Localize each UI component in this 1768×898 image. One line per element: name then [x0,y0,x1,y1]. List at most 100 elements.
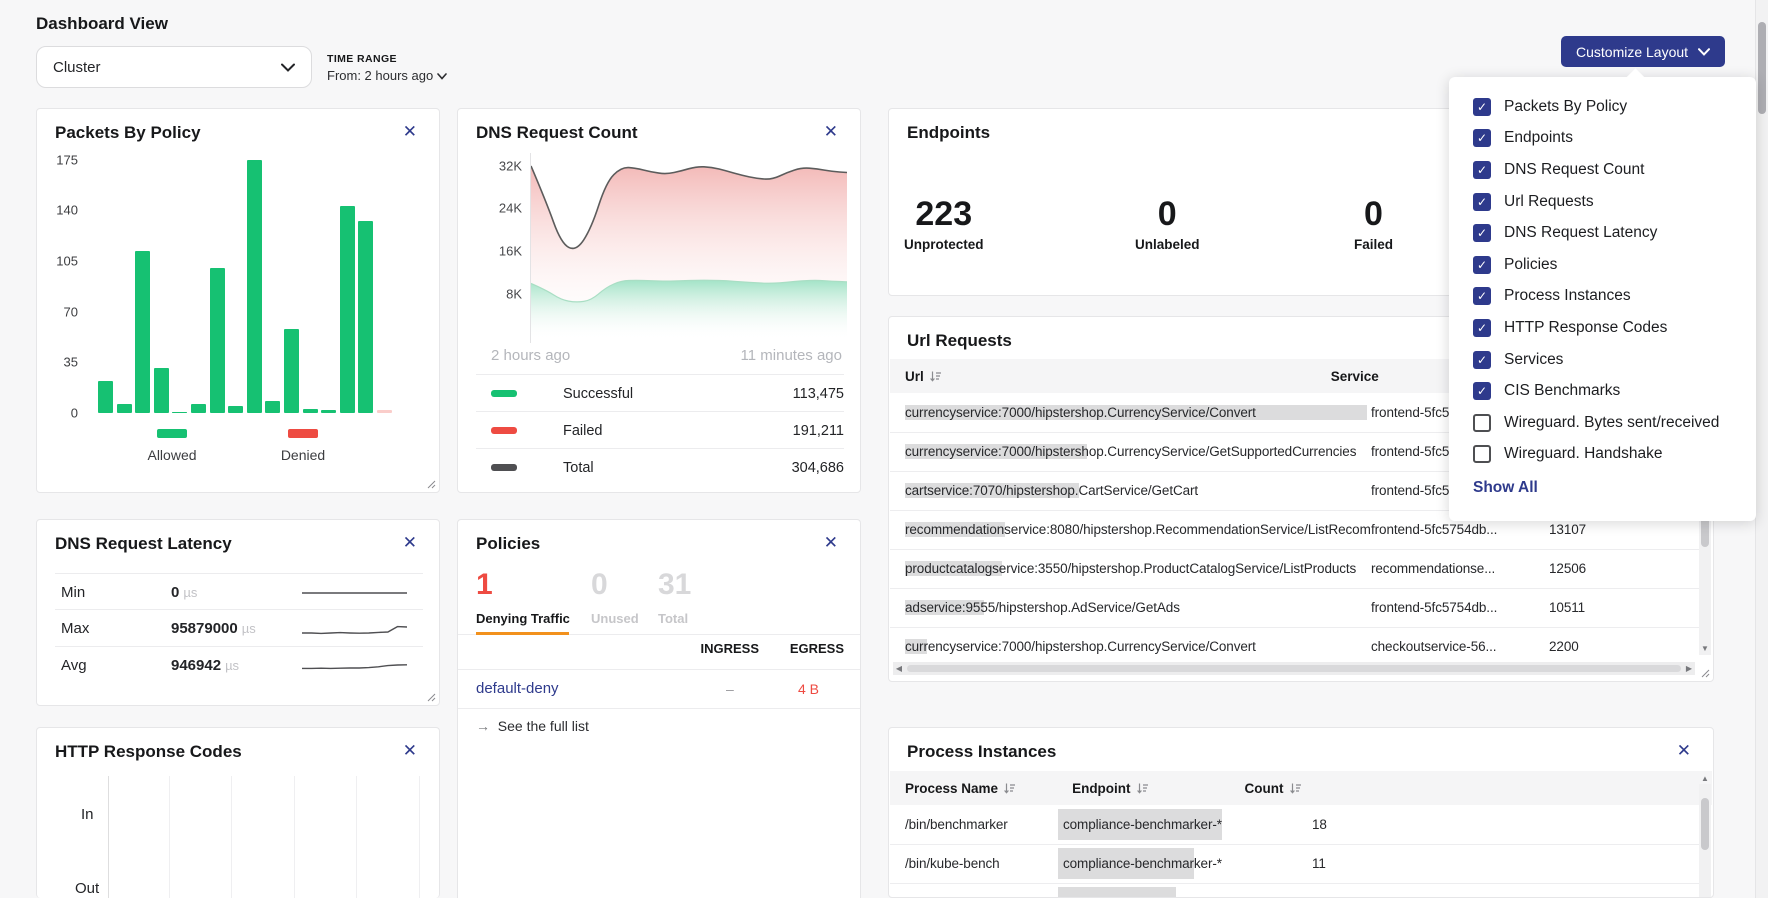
page-scrollbar-thumb[interactable] [1758,22,1766,114]
time-range-value[interactable]: From: 2 hours ago [327,68,447,83]
active-stat-underline [476,632,569,635]
latency-row-min: Min 0 µs [55,573,423,610]
card-title: Endpoints [907,123,990,143]
ingress-value: – [726,681,734,697]
process-instances-card: Process Instances ✕ Process Name Endpoin… [888,727,1714,898]
menu-item-dns-request-latency[interactable]: ✓DNS Request Latency [1473,217,1756,249]
scroll-left-icon[interactable]: ◀ [893,664,905,673]
page-scrollbar[interactable] [1755,0,1768,898]
chevron-down-icon [281,59,295,76]
column-header-service[interactable]: Service [1331,369,1379,384]
bar-allowed [154,368,169,413]
close-icon[interactable]: ✕ [824,534,838,551]
table-vertical-scrollbar[interactable] [1699,784,1711,897]
sort-icon [929,370,942,383]
see-full-list-link[interactable]: → See the full list [476,718,589,734]
menu-item-process-instances[interactable]: ✓Process Instances [1473,281,1756,313]
checkbox-checked-icon[interactable]: ✓ [1473,351,1491,369]
menu-item-wireguard-handshake[interactable]: ✓Wireguard. Handshake [1473,439,1756,471]
x-label-end: 11 minutes ago [741,347,842,364]
stat-unused[interactable]: 0 Unused [591,570,639,626]
bar-allowed [210,268,225,413]
stat-total[interactable]: 31 Total [658,570,691,626]
menu-item-url-requests[interactable]: ✓Url Requests [1473,186,1756,218]
menu-item-services[interactable]: ✓Services [1473,344,1756,376]
packets-bars [98,160,400,413]
close-icon[interactable]: ✕ [403,742,417,759]
scroll-right-icon[interactable]: ▶ [1683,664,1695,673]
column-header-count[interactable]: Count [1245,781,1302,796]
checkbox-checked-icon[interactable]: ✓ [1473,256,1491,274]
policies-card: Policies ✕ 1 Denying Traffic 0 Unused 31… [457,519,861,898]
checkbox-checked-icon[interactable]: ✓ [1473,319,1491,337]
resize-handle-icon[interactable] [427,693,436,702]
close-icon[interactable]: ✕ [1677,742,1691,759]
y-tick: 0 [38,406,78,421]
bar-allowed [191,404,206,413]
menu-item-http-response-codes[interactable]: ✓HTTP Response Codes [1473,312,1756,344]
menu-item-cis-benchmarks[interactable]: ✓CIS Benchmarks [1473,375,1756,407]
checkbox-checked-icon[interactable]: ✓ [1473,98,1491,116]
failed-swatch-icon [491,427,517,434]
legend-row: Successful 113,475 [476,374,844,412]
stat-denying-traffic[interactable]: 1 Denying Traffic [476,570,570,626]
bar-denied [377,410,392,413]
checkbox-checked-icon[interactable]: ✓ [1473,129,1491,147]
bar-allowed [228,406,243,413]
resize-handle-icon[interactable] [427,480,436,489]
legend-row: Failed 191,211 [476,411,844,449]
resize-handle-icon[interactable] [1701,669,1710,678]
metric-failed: 0 Failed [1354,197,1393,252]
close-icon[interactable]: ✕ [824,123,838,140]
x-label-start: 2 hours ago [491,347,570,364]
menu-item-dns-request-count[interactable]: ✓DNS Request Count [1473,154,1756,186]
legend-allowed: Allowed [127,425,217,463]
metric-unprotected: 223 Unprotected [904,197,984,252]
close-icon[interactable]: ✕ [403,534,417,551]
column-header-egress: EGRESS [790,641,844,656]
chevron-down-icon [1698,48,1710,56]
column-header-url[interactable]: Url [905,369,942,384]
scroll-down-icon[interactable]: ▼ [1699,644,1711,653]
egress-value: 4 B [798,681,819,697]
checkbox-checked-icon[interactable]: ✓ [1473,382,1491,400]
table-row: /bin/benchmarker compliance-benchmarker-… [890,805,1699,845]
menu-item-endpoints[interactable]: ✓Endpoints [1473,123,1756,155]
policy-link-default-deny[interactable]: default-deny [476,680,559,697]
checkbox-unchecked-icon[interactable]: ✓ [1473,414,1491,432]
checkbox-checked-icon[interactable]: ✓ [1473,287,1491,305]
sort-icon [1289,782,1302,795]
y-tick: 16K [482,244,522,259]
gridline [294,776,295,898]
column-header-process-name[interactable]: Process Name [905,781,1016,796]
arrow-right-icon: → [476,718,490,734]
dns-request-latency-card: DNS Request Latency ✕ Min 0 µs Max 95879… [36,519,440,706]
menu-item-policies[interactable]: ✓Policies [1473,249,1756,281]
legend-denied: Denied [258,425,348,463]
table-row: productcatalogservice:3550/hipstershop.P… [890,549,1699,589]
gridline [231,776,232,898]
time-range: TIME RANGE From: 2 hours ago [327,53,447,83]
latency-sparkline [302,652,407,678]
successful-swatch-icon [491,390,517,397]
customize-layout-menu: ✓Packets By Policy ✓Endpoints ✓DNS Reque… [1449,77,1756,521]
card-title: Url Requests [907,331,1012,351]
checkbox-checked-icon[interactable]: ✓ [1473,193,1491,211]
close-icon[interactable]: ✕ [403,123,417,140]
cluster-select[interactable]: Cluster [36,46,312,88]
bar-allowed [321,410,336,413]
show-all-link[interactable]: Show All [1473,479,1756,497]
menu-item-wireguard-bytes[interactable]: ✓Wireguard. Bytes sent/received [1473,407,1756,439]
card-title: DNS Request Latency [55,534,232,554]
column-header-endpoint[interactable]: Endpoint [1072,781,1148,796]
sort-icon [1003,782,1016,795]
menu-item-packets-by-policy[interactable]: ✓Packets By Policy [1473,91,1756,123]
bar-allowed [284,329,299,413]
customize-layout-button[interactable]: Customize Layout [1561,36,1725,67]
checkbox-checked-icon[interactable]: ✓ [1473,224,1491,242]
scroll-up-icon[interactable]: ▲ [1699,774,1711,783]
checkbox-unchecked-icon[interactable]: ✓ [1473,445,1491,463]
divider [458,669,860,670]
table-horizontal-scrollbar[interactable]: ◀ ▶ [893,662,1695,675]
checkbox-checked-icon[interactable]: ✓ [1473,161,1491,179]
